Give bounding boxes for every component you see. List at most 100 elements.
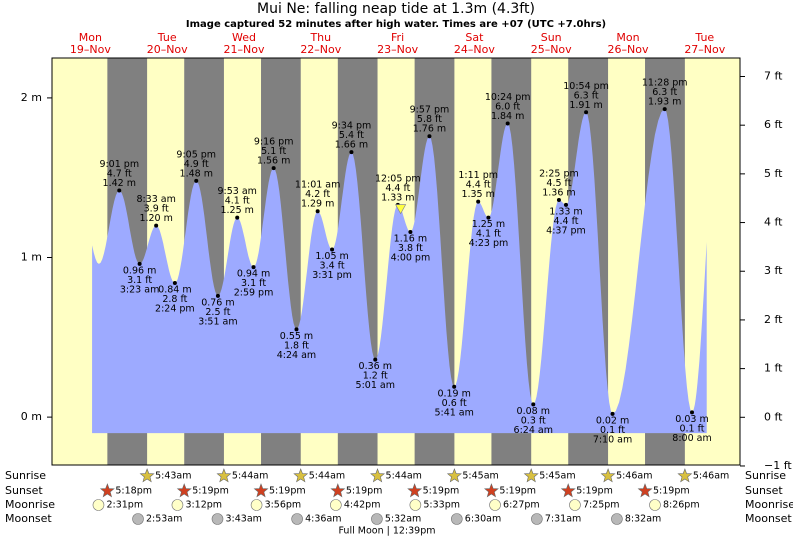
- tide-label: 1.33 m: [549, 206, 582, 217]
- tide-label: 3:23 am: [120, 284, 159, 295]
- day-name: Fri: [391, 31, 404, 44]
- moonrise-icon: [250, 499, 263, 511]
- tide-point: [271, 166, 276, 171]
- tide-label: 4.5 ft: [546, 178, 571, 189]
- sunrise-icon: [216, 468, 232, 483]
- tide-label: 3.4 ft: [320, 261, 345, 272]
- row-title: Sunrise: [5, 469, 46, 482]
- event-label: 5:44am: [309, 471, 345, 482]
- tide-label: 2:25 pm: [539, 169, 579, 180]
- tide-label: 6.0 ft: [495, 101, 520, 112]
- now-marker: [395, 204, 407, 215]
- tide-point: [563, 202, 568, 207]
- tide-label: 0.1 ft: [679, 423, 704, 434]
- tide-point: [235, 215, 240, 220]
- tide-point: [452, 384, 457, 389]
- tide-label: 3.1 ft: [127, 275, 152, 286]
- tide-point: [294, 327, 299, 332]
- y2-tick-label: 0 ft: [764, 410, 783, 423]
- y-tick-label: 2 m: [21, 91, 42, 104]
- tide-point: [610, 411, 615, 416]
- tide-label: 11:28 pm: [642, 78, 688, 89]
- moonrise-icon: [489, 499, 501, 511]
- tide-point: [408, 229, 413, 234]
- tide-point: [584, 110, 589, 115]
- y-tick-label: 1 m: [21, 251, 42, 264]
- tide-label: 4.9 ft: [184, 159, 209, 170]
- sunset-icon: [560, 483, 576, 498]
- tide-point: [427, 134, 432, 139]
- tide-point: [330, 247, 335, 252]
- sunset-icon: [407, 483, 423, 498]
- tide-label: 0.36 m: [359, 361, 392, 372]
- day-date: 27–Nov: [684, 43, 725, 56]
- event-label: 8:32am: [625, 514, 661, 525]
- y2-tick-label: 2 ft: [764, 313, 783, 326]
- tide-label: 6:24 am: [514, 425, 553, 436]
- moonrise-icon: [330, 499, 342, 511]
- tide-label: 4.4 ft: [466, 180, 491, 191]
- tide-label: 2.8 ft: [162, 294, 187, 305]
- event-label: 3:12pm: [185, 500, 222, 511]
- tide-label: 4:24 am: [277, 350, 316, 361]
- tide-label: 0.03 m: [675, 414, 708, 425]
- tide-point: [194, 178, 199, 183]
- tide-point: [215, 293, 220, 298]
- tide-label: 5.4 ft: [339, 130, 364, 141]
- moonrise-icon: [569, 499, 581, 511]
- moonset-icon: [450, 513, 463, 525]
- tide-label: 1.25 m: [472, 219, 505, 230]
- tide-area: [92, 109, 707, 434]
- tide-label: 4:37 pm: [546, 225, 586, 236]
- tide-label: 9:34 pm: [332, 121, 372, 132]
- tide-label: 1.48 m: [180, 168, 213, 179]
- event-label: 5:32am: [385, 514, 421, 525]
- chart-title: Mui Ne: falling neap tide at 1.3m (4.3ft…: [257, 1, 535, 17]
- event-label: 5:18pm: [115, 486, 152, 497]
- event-label: 5:33pm: [423, 500, 460, 511]
- tide-label: 3:31 pm: [312, 270, 352, 281]
- day-date: 24–Nov: [454, 43, 495, 56]
- moonset-icon: [371, 513, 383, 525]
- moonset-icon: [132, 513, 144, 525]
- sunrise-icon: [446, 468, 462, 483]
- tide-label: 4.4 ft: [385, 183, 410, 194]
- tide-label: 10:54 pm: [563, 81, 609, 92]
- event-label: 5:44am: [386, 471, 422, 482]
- event-label: 5:19pm: [346, 486, 383, 497]
- tide-label: 9:16 pm: [254, 137, 294, 148]
- tide-label: 1.93 m: [648, 97, 681, 108]
- sunset-icon: [99, 483, 115, 498]
- tide-label: 2.5 ft: [205, 307, 230, 318]
- plot: 9:01 pm4.7 ft1.42 m0.96 m3.1 ft3:23 am8:…: [5, 31, 793, 525]
- sunset-icon: [176, 483, 192, 498]
- event-label: 5:45am: [462, 471, 498, 482]
- tide-label: 0.6 ft: [442, 398, 467, 409]
- tide-label: 1.91 m: [569, 100, 602, 111]
- tide-label: 1.29 m: [301, 199, 334, 210]
- tide-label: 1.42 m: [103, 178, 136, 189]
- event-label: 2:31pm: [106, 500, 143, 511]
- row-title: Moonset: [745, 512, 792, 525]
- moonrise-icon: [409, 499, 422, 511]
- tide-label: 0.94 m: [237, 269, 270, 280]
- tide-label: 1:11 pm: [458, 170, 498, 181]
- sunrise-icon: [600, 468, 616, 483]
- y2-tick-label: 5 ft: [764, 167, 783, 180]
- tide-label: 9:05 pm: [176, 149, 216, 160]
- tide-label: 4.2 ft: [305, 189, 330, 200]
- event-label: 5:19pm: [192, 486, 229, 497]
- row-title: Sunrise: [745, 469, 786, 482]
- tide-label: 1.05 m: [315, 251, 348, 262]
- tide-label: 9:57 pm: [410, 105, 450, 116]
- tide-label: 0.3 ft: [521, 415, 546, 426]
- tide-label: 4.1 ft: [476, 229, 501, 240]
- tide-label: 1.20 m: [139, 213, 172, 224]
- tide-point: [154, 223, 159, 228]
- tide-label: 0.1 ft: [600, 425, 625, 436]
- tide-label: 3.9 ft: [144, 204, 169, 215]
- day-date: 23–Nov: [377, 43, 418, 56]
- tide-point: [690, 410, 694, 415]
- y2-tick-label: 4 ft: [764, 216, 783, 229]
- y2-tick-label: 1 ft: [764, 362, 783, 375]
